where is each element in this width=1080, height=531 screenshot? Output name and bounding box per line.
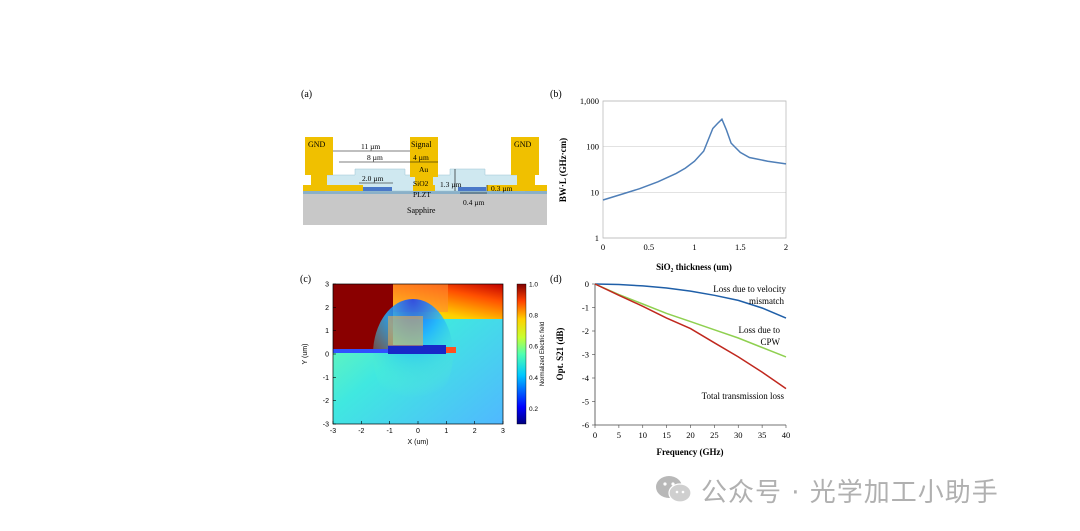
panel-c-ytick: 1: [325, 328, 329, 335]
plzt-film: [303, 191, 547, 194]
signal-text: Signal: [411, 140, 432, 149]
dim-11um: 11 µm: [361, 142, 380, 151]
panel-b-chart: (b) 1 10 100 1,000 0 0.5 1 1.5 2 SiO₂ thickness …: [550, 89, 788, 272]
panel-c-xtick: -3: [330, 428, 336, 435]
dim-0-4um: 0.4 µm: [463, 198, 485, 207]
panel-d-series-line-1: [594, 283, 787, 319]
colorbar-tick: 0.4: [529, 375, 538, 382]
panel-b-ytick: 1: [595, 233, 599, 243]
panel-a-label: (a): [301, 89, 312, 100]
gnd-right-electrode: [511, 137, 539, 185]
panel-d-xlabel: Frequency (GHz): [656, 447, 723, 457]
panel-d-ytick: -3: [582, 350, 589, 360]
panel-a-cross-section: (a) GND Signal GND 11 µm 8 µm 4 µm Au 2.…: [301, 89, 547, 225]
panel-d-chart: (d) 0 5 10 15 20 25 30 35 40 0 -1 -2 -3 -4 -5 -6 Loss d…: [550, 274, 791, 457]
dim-2um: 2.0 µm: [362, 174, 384, 183]
panel-c-xtick: 0: [416, 428, 420, 435]
panel-d-xtick: 10: [639, 430, 648, 440]
plzt-text: PLZT: [413, 190, 431, 199]
colorbar-tick: 0.8: [529, 313, 538, 320]
panel-b-series-line: [602, 117, 787, 201]
panel-d-ylabel: Opt. S21 (dB): [555, 328, 565, 381]
panel-c-ytick: 3: [325, 282, 329, 289]
panel-d-series-line-3: [594, 283, 787, 390]
field-map: [333, 284, 503, 424]
gnd-right-base: [487, 185, 547, 191]
panel-d-xtick: 40: [782, 430, 791, 440]
watermark-text: 公众号 · 光学加工小助手: [701, 477, 999, 508]
panel-b-label: (b): [550, 89, 562, 100]
dim-4um: 4 µm: [413, 153, 429, 162]
annot-velocity-line1: Loss due to velocity: [713, 284, 786, 294]
panel-d-xtick: 20: [686, 430, 695, 440]
panel-d-xtick: 15: [662, 430, 671, 440]
annot-velocity-line2: mismatch: [749, 296, 784, 306]
plzt-waveguide-right: [458, 187, 486, 191]
sio2-text: SiO2: [413, 179, 429, 188]
colorbar-tick: 0.2: [529, 406, 538, 413]
panel-c-xtick: 1: [444, 428, 448, 435]
gnd-left-electrode: [305, 137, 333, 185]
panel-c-ytick: -1: [323, 375, 329, 382]
panel-d-xtick: 5: [617, 430, 621, 440]
panel-d-ytick: -5: [582, 397, 589, 407]
panel-c-xtick: -1: [387, 428, 393, 435]
colorbar-tick: 1.0: [529, 282, 538, 289]
panel-c-label: (c): [300, 274, 311, 285]
panel-c-ytick: 2: [325, 305, 329, 312]
panel-b-ytick: 100: [586, 142, 599, 152]
au-text: Au: [419, 165, 428, 174]
panel-b-xtick: 0.5: [643, 242, 654, 252]
panel-c-xtick: 3: [501, 428, 505, 435]
panel-b-xtick: 0: [601, 242, 605, 252]
annot-total: Total transmission loss: [702, 391, 785, 401]
panel-b-plot-frame: [602, 100, 787, 239]
gnd-left-base: [303, 185, 363, 191]
panel-b-xtick: 1: [692, 242, 696, 252]
colorbar-tick: 0.6: [529, 344, 538, 351]
signal-electrode: [410, 137, 438, 185]
panel-d-xtick: 30: [734, 430, 743, 440]
panel-c-heatmap: (c) -3 -2 -1 0 1 2 3 -3 -2 -1 0 1 2 3 X (um) Y (um) 0…: [300, 274, 546, 446]
annot-cpw-line2: CPW: [760, 337, 780, 347]
signal-base: [413, 185, 435, 191]
watermark: 公众号 · 光学加工小助手: [655, 470, 999, 510]
panel-d-ytick: -6: [582, 420, 589, 430]
plzt-waveguide-left: [360, 187, 392, 191]
panel-b-xtick: 2: [784, 242, 788, 252]
gnd-right-text: GND: [514, 140, 532, 149]
panel-d-xtick: 25: [710, 430, 719, 440]
panel-b-ytick: 10: [591, 187, 600, 197]
dimension-arrows: [333, 150, 488, 194]
panel-c-xtick: -2: [358, 428, 364, 435]
panel-d-xtick: 0: [593, 430, 597, 440]
panel-d-label: (d): [550, 274, 562, 285]
panel-b-xtick: 1.5: [735, 242, 746, 252]
panel-d-xtick: 35: [758, 430, 767, 440]
panel-d-series-line-2: [594, 283, 787, 358]
panel-d-ytick: -1: [582, 303, 589, 313]
panel-b-ylabel: BW·L (GHz·cm): [558, 138, 568, 202]
annot-cpw-line1: Loss due to: [739, 325, 781, 335]
panel-d-ytick: 0: [585, 279, 589, 289]
panel-d-ytick: -4: [582, 373, 590, 383]
panel-c-ytick: -3: [323, 422, 329, 429]
panel-c-ytick: -2: [323, 398, 329, 405]
panel-b-ytick: 1,000: [580, 96, 599, 106]
colorbar-label: Normalized Electric field: [540, 322, 546, 386]
dim-8um: 8 µm: [367, 153, 383, 162]
panel-c-ylabel: Y (um): [302, 344, 309, 365]
panel-d-ytick: -2: [582, 326, 589, 336]
gnd-left-text: GND: [308, 140, 326, 149]
panel-c-xlabel: X (um): [408, 439, 429, 446]
colorbar: [516, 283, 527, 425]
panel-c-xtick: 2: [473, 428, 477, 435]
panel-c-ytick: 0: [325, 352, 329, 359]
panel-b-xlabel: SiO₂ thickness (um): [656, 262, 732, 272]
sapphire-substrate: [303, 193, 547, 225]
sapphire-text: Sapphire: [407, 206, 436, 215]
wechat-icon: [656, 476, 692, 503]
dim-0-3um: 0.3 µm: [491, 184, 513, 193]
dim-1-3um: 1.3 µm: [440, 180, 462, 189]
